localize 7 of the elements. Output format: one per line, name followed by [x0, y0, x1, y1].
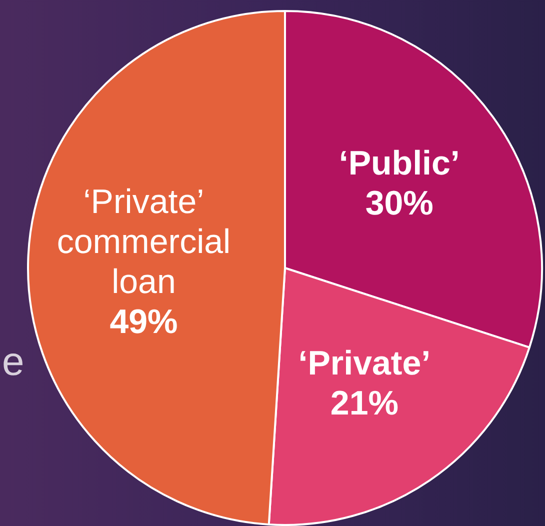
slice-label: ‘Public’	[338, 144, 460, 182]
slice-label: ‘Private’	[298, 344, 431, 382]
data-label: 49%	[110, 302, 178, 341]
slice-label: ‘Private’ commercial loan	[56, 182, 231, 301]
text: e	[2, 340, 24, 385]
data-label: 30%	[365, 184, 434, 222]
data-label: 21%	[330, 384, 398, 422]
